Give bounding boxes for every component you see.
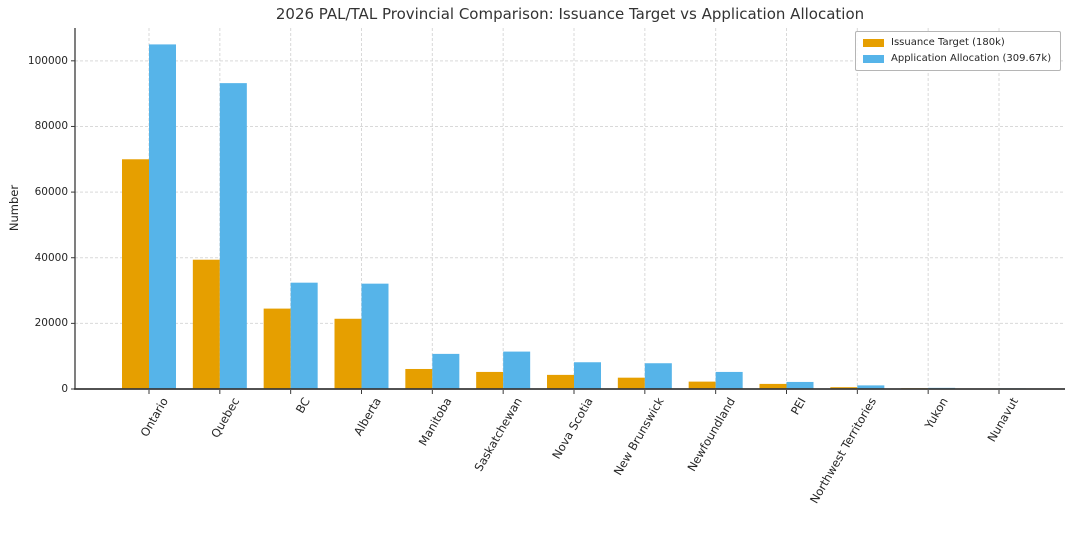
legend-label: Issuance Target (180k) [891,37,1005,48]
bar-issuance-target-new-brunswick [617,377,645,389]
y-tick-label-0: 0 [61,383,68,395]
bar-application-allocation-quebec [219,83,247,389]
legend-swatch-icon [863,54,884,63]
bar-issuance-target-alberta [334,318,362,389]
bar-issuance-target-ontario [122,159,149,389]
bar-application-allocation-saskatchewan [503,351,531,389]
bar-application-allocation-manitoba [432,353,460,389]
chart-title: 2026 PAL/TAL Provincial Comparison: Issu… [275,5,865,23]
legend-item-application-allocation: Application Allocation (309.67k) [863,52,1051,65]
y-tick-label-20000: 20000 [34,317,68,330]
bar-issuance-target-newfoundland [688,381,716,389]
bar-issuance-target-quebec [192,259,220,389]
y-tick-label-100000: 100000 [27,54,68,67]
bar-application-allocation-newfoundland [715,371,743,389]
bar-issuance-target-northwest-territories [830,387,858,389]
bar-application-allocation-pei [786,381,814,389]
bar-application-allocation-new-brunswick [644,363,672,389]
bar-issuance-target-bc [263,308,291,389]
legend-item-issuance-target: Issuance Target (180k) [863,36,1051,49]
legend-label: Application Allocation (309.67k) [891,53,1052,64]
bar-issuance-target-saskatchewan [476,371,504,389]
bar-issuance-target-pei [759,383,787,389]
legend: Issuance Target (180k) Application Alloca… [855,31,1062,71]
bar-application-allocation-northwest-territories [857,385,885,389]
bar-application-allocation-ontario [149,44,176,390]
bar-application-allocation-alberta [361,283,389,389]
y-tick-label-80000: 80000 [34,120,68,133]
y-tick-label-60000: 60000 [34,186,68,199]
legend-swatch-icon [863,38,884,47]
y-tick-label-40000: 40000 [34,251,68,264]
bar-issuance-target-nova-scotia [546,374,574,389]
bar-application-allocation-bc [290,282,318,389]
bar-application-allocation-nova-scotia [573,362,601,389]
bar-issuance-target-manitoba [405,368,433,389]
